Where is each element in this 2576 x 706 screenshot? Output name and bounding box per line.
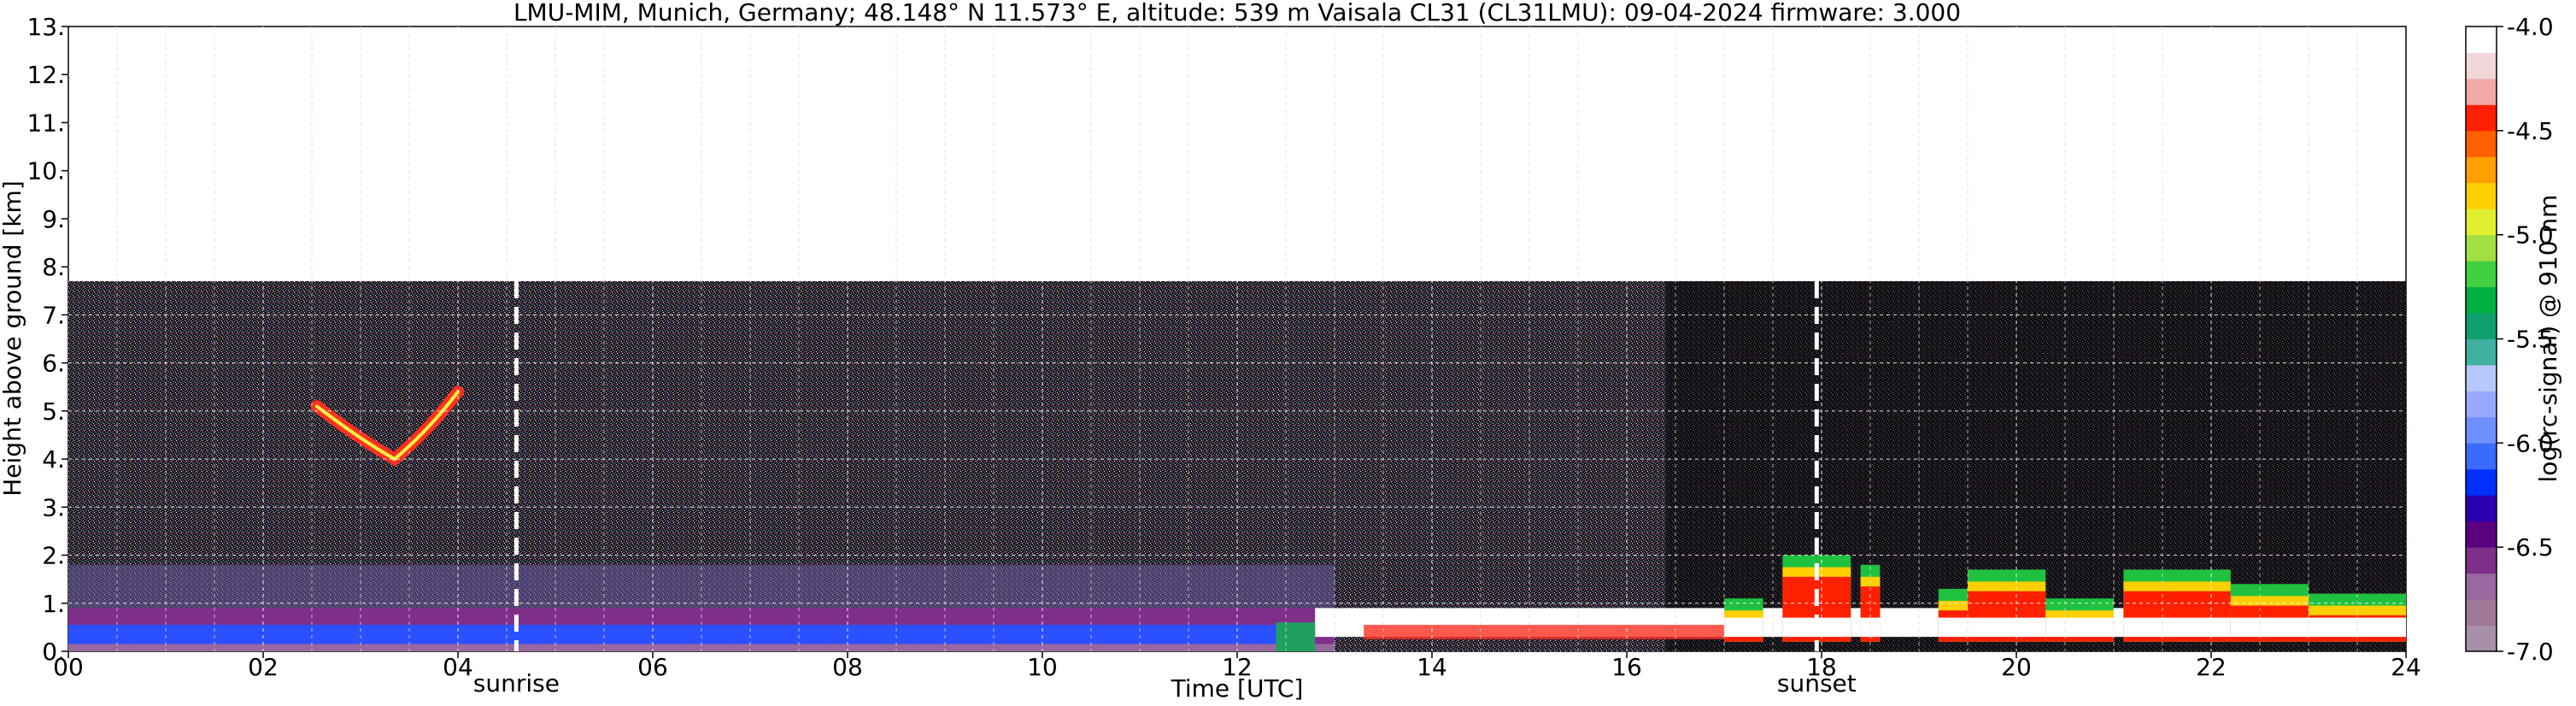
boundary-layer-core [68,625,1286,644]
y-tick-labels: 0. 1. 2. 3. 4. 5. 6. 7. 8. 9. 10. 11. 12. 13. [26,13,68,666]
surface-layer [68,644,1335,651]
convective-cloud-base [1968,617,2046,638]
colorbar-segment [2466,182,2497,209]
colorbar-segment [2466,391,2497,418]
colorbar-tick-label: -5.0 [2507,221,2554,250]
colorbar-segment [2466,599,2497,627]
x-tick-label: 14 [1417,653,1447,681]
cloud-onset [1276,622,1316,651]
x-tick-labels: 00 02 04 06 08 10 12 14 16 18 20 22 24 [53,651,2421,681]
y-tick-label: 0. [42,638,65,666]
colorbar-label: log(rc-signal) @ 910 nm [2534,195,2562,483]
colorbar-segment [2466,313,2497,339]
y-tick-label: 8. [42,253,65,281]
y-tick-label: 1. [42,590,65,618]
x-tick-label: 02 [248,653,279,681]
sun-markers: sunrise sunset [473,281,1857,697]
x-tick-label: 10 [1027,653,1058,681]
colorbar-segment [2466,468,2497,496]
y-tick-label: 7. [42,301,65,329]
y-tick-label: 2. [42,542,65,570]
colorbar-segment [2466,364,2497,391]
sunrise-label: sunrise [473,669,560,697]
colorbar-segment [2466,156,2497,184]
colorbar-segment [2466,26,2497,53]
colorbar-tick-label: -4.5 [2507,117,2554,145]
colorbar-segment [2466,78,2497,105]
x-tick-label: 24 [2391,653,2421,681]
convective-cloud-base [2230,617,2309,638]
colorbar-segment [2466,130,2497,157]
x-tick-label: 08 [832,653,863,681]
x-tick-label: 00 [53,653,84,681]
colorbar-segment [2466,495,2497,522]
y-tick-label: 13. [26,13,65,41]
colorbar-segment [2466,261,2497,288]
colorbar-segment [2466,521,2497,548]
colorbar: -7.0 -6.5 -6.0 -5.5 -5.0 -4.5 -4.0 [2465,13,2554,666]
colorbar-tick-label: -6.0 [2507,429,2554,457]
colorbar-segment [2466,52,2497,79]
convective-cloud-base [1860,617,1881,638]
y-tick-label: 9. [42,205,65,233]
colorbar-segment [2466,547,2497,574]
y-tick-label: 11. [26,109,65,137]
convective-cloud-base [1724,617,1763,638]
colorbar-segment [2466,443,2497,470]
colorbar-segment [2466,416,2497,444]
colorbar-tick-label: -4.0 [2507,13,2554,41]
y-tick-label: 6. [42,350,65,378]
x-tick-label: 16 [1611,653,1642,681]
grid-lines [68,26,2406,651]
x-tick-label: 22 [2196,653,2227,681]
convective-cloud-base [2123,617,2231,638]
x-tick-label: 04 [443,653,473,681]
colorbar-segment [2466,234,2497,262]
colorbar-segment [2466,209,2497,236]
colorbar-tick-label: -7.0 [2507,638,2554,666]
convective-cloud-base [1938,617,1968,638]
convective-cloud-base [2309,617,2406,638]
chart-title: LMU-MIM, Munich, Germany; 48.148° N 11.5… [513,0,1961,26]
x-tick-label: 06 [637,653,668,681]
y-tick-label: 5. [42,397,65,426]
y-tick-label: 10. [26,157,65,185]
x-tick-label: 20 [2001,653,2032,681]
colorbar-segment [2466,625,2497,652]
low-cloud-core [1364,625,1724,639]
convective-cloud-base [2045,617,2114,638]
colorbar-segment [2466,338,2497,366]
y-axis-label: Height above ground [km] [0,180,26,497]
colorbar-tick-label: -6.5 [2507,533,2554,562]
y-tick-label: 12. [26,61,65,89]
colorbar-segment [2466,573,2497,600]
x-axis-label: Time [UTC] [1171,674,1304,703]
colorbar-segment [2466,104,2497,132]
x-tick-label: 12 [1222,653,1253,681]
elevated-aerosol-edge [314,390,460,462]
colorbar-segment [2466,286,2497,314]
colorbar-tick-label: -5.5 [2507,326,2554,354]
y-tick-label: 3. [42,493,65,521]
y-tick-label: 4. [42,445,65,474]
x-tick-label: 18 [1806,653,1837,681]
sunset-label: sunset [1777,669,1857,697]
